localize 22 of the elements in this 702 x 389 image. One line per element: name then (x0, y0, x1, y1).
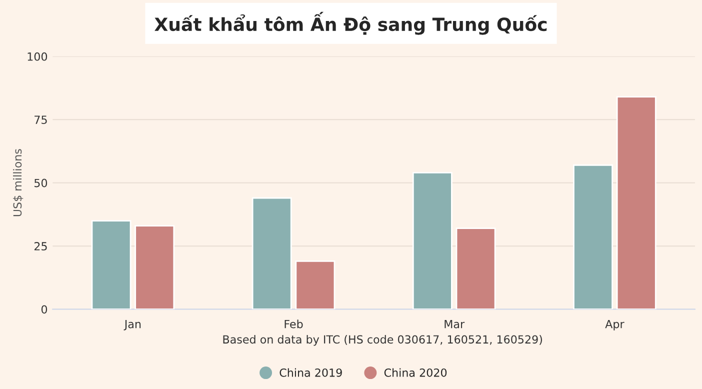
x-tick-label: Apr (605, 320, 624, 330)
bar (616, 96, 656, 310)
y-tick-label: 100 (28, 52, 48, 61)
chart-title: Xuất khẩu tôm Ấn Độ sang Trung Quốc (154, 12, 547, 35)
bar (456, 228, 496, 310)
y-tick-label: 75 (34, 116, 47, 124)
bar (412, 172, 452, 310)
y-tick-label: 0 (41, 305, 48, 314)
y-tick-label: 50 (34, 178, 48, 188)
x-tick-label: Jan (124, 320, 141, 330)
bar (91, 220, 132, 310)
bar (573, 164, 613, 310)
x-tick-label: Mar (444, 320, 465, 328)
x-tick-label: Feb (284, 320, 303, 328)
bar (295, 260, 336, 310)
text: Based on data by ITC (HS code 030617, 160521, 160529) (223, 335, 542, 346)
legend-label: China 2020 (384, 368, 447, 377)
legend-label: China 2019 (280, 368, 342, 377)
bar (134, 225, 175, 310)
bar (252, 197, 292, 310)
y-tick-label: 25 (34, 242, 47, 250)
y-axis-title: US$ millions (13, 149, 24, 216)
